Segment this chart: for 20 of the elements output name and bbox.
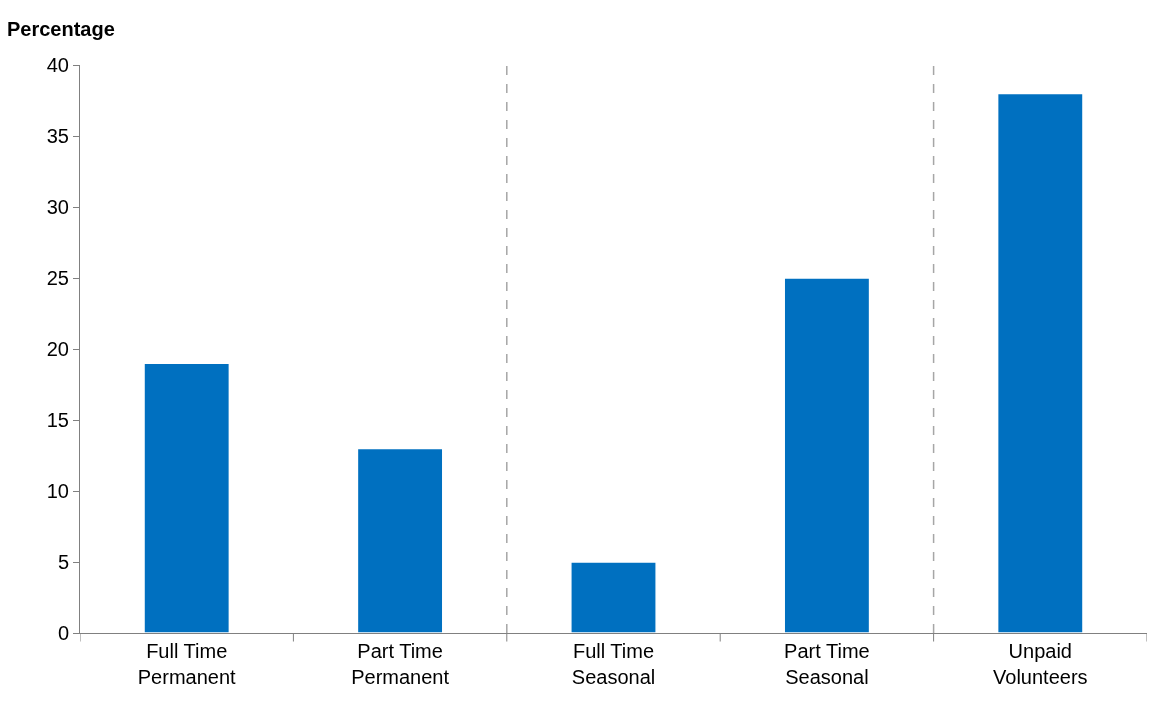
- bar: [143, 362, 231, 633]
- y-axis-title: Percentage: [7, 18, 115, 40]
- bar: [356, 447, 444, 633]
- bar: [570, 561, 657, 633]
- x-tick-label: Unpaid Volunteers: [993, 640, 1088, 688]
- bar: [783, 277, 871, 633]
- y-tick-label: 35: [46, 125, 69, 147]
- x-tick-label: Part Time Seasonal: [784, 640, 870, 688]
- y-tick-label: 30: [46, 196, 69, 218]
- y-tick-label: 40: [46, 54, 69, 76]
- y-tick-label: 20: [46, 338, 69, 360]
- y-tick-label: 5: [57, 551, 69, 573]
- x-tick-label: Full Time Permanent: [137, 640, 237, 688]
- y-tick-label: 15: [46, 409, 69, 431]
- x-tick-label: Full Time Seasonal: [571, 640, 656, 688]
- y-tick-label: 10: [46, 480, 69, 502]
- y-tick-label: 25: [46, 267, 69, 289]
- bar: [996, 92, 1084, 633]
- x-tick-label: Part Time Permanent: [351, 640, 450, 688]
- y-tick-label: 0: [57, 622, 69, 644]
